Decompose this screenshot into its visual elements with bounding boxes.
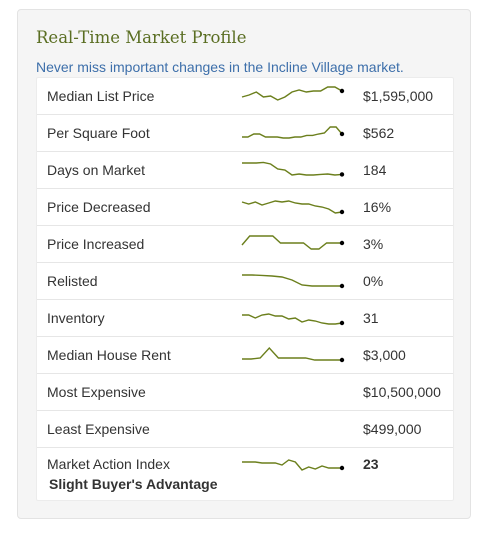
stat-row-median-list-price: Median List Price $1,595,000 bbox=[37, 78, 453, 115]
sparkline-endpoint bbox=[339, 357, 345, 363]
stat-label: Most Expensive bbox=[47, 384, 146, 400]
stat-value: $562 bbox=[363, 125, 395, 141]
sparkline-endpoint bbox=[339, 283, 345, 289]
stat-value: 184 bbox=[363, 162, 387, 178]
stat-label: Price Decreased bbox=[47, 199, 151, 215]
stat-value: 0% bbox=[363, 273, 384, 289]
sparkline-path bbox=[242, 459, 342, 471]
sparkline-endpoint bbox=[339, 172, 345, 177]
market-action-sublabel: Slight Buyer's Advantage bbox=[49, 476, 218, 492]
stat-row-per-square-foot: Per Square Foot $562 bbox=[37, 115, 453, 152]
stat-label: Per Square Foot bbox=[47, 125, 150, 141]
sparkline bbox=[242, 459, 345, 471]
sparkline-endpoint bbox=[339, 209, 345, 215]
sparkline bbox=[242, 274, 345, 289]
sparkline-endpoint bbox=[339, 465, 345, 471]
sparkline-path bbox=[242, 313, 343, 325]
stat-value: 31 bbox=[363, 310, 379, 326]
stat-value: 23 bbox=[363, 456, 379, 472]
stat-row-price-increased: Price Increased 3% bbox=[37, 226, 453, 263]
market-profile-widget: Real-Time Market Profile Never miss impo… bbox=[17, 9, 471, 519]
widget-title: Real-Time Market Profile bbox=[36, 28, 247, 47]
sparkline bbox=[242, 346, 345, 363]
stat-row-least-expensive: Least Expensive $499,000 bbox=[37, 411, 453, 448]
stat-label: Median House Rent bbox=[47, 347, 171, 363]
stat-value: $3,000 bbox=[363, 347, 406, 363]
sparkline-path bbox=[241, 200, 343, 214]
sparkline-endpoint bbox=[339, 131, 345, 137]
stat-label: Days on Market bbox=[47, 162, 146, 178]
stat-row-most-expensive: Most Expensive $10,500,000 bbox=[37, 374, 453, 411]
sparkline bbox=[242, 126, 345, 139]
stat-label: Least Expensive bbox=[47, 421, 150, 437]
stat-label: Inventory bbox=[47, 310, 105, 326]
stat-row-market-action-index: Market Action Index 23 Slight Buyer's Ad… bbox=[37, 448, 453, 500]
sparkline bbox=[241, 200, 345, 215]
sparkline-path bbox=[241, 235, 342, 250]
stat-row-days-on-market: Days on Market 184 bbox=[37, 152, 453, 189]
sparkline-path bbox=[242, 161, 343, 176]
sparkline bbox=[242, 313, 345, 326]
stat-row-inventory: Inventory 31 bbox=[37, 300, 453, 337]
stat-value: 3% bbox=[363, 236, 384, 252]
sparkline-endpoint bbox=[339, 240, 345, 246]
stat-row-relisted: Relisted 0% bbox=[37, 263, 453, 300]
sparkline bbox=[241, 86, 345, 101]
stat-value: $1,595,000 bbox=[363, 88, 434, 104]
sparkline-endpoint bbox=[339, 320, 345, 326]
market-stats-table: Median List Price $1,595,000 Per Square … bbox=[36, 77, 454, 501]
stat-row-median-house-rent: Median House Rent $3,000 bbox=[37, 337, 453, 374]
widget-subtitle: Never miss important changes in the Incl… bbox=[36, 59, 404, 75]
sparkline bbox=[241, 235, 345, 250]
stat-label: Median List Price bbox=[47, 88, 155, 104]
sparkline bbox=[242, 161, 345, 177]
sparkline-path bbox=[241, 86, 343, 101]
stat-value: $10,500,000 bbox=[363, 384, 441, 400]
sparkline-endpoint bbox=[339, 88, 345, 94]
stat-value: $499,000 bbox=[363, 421, 422, 437]
sparkline-path bbox=[242, 274, 342, 287]
stat-label: Market Action Index bbox=[47, 456, 170, 472]
stat-label: Price Increased bbox=[47, 236, 145, 252]
sparkline-path bbox=[242, 346, 342, 361]
sparkline-path bbox=[242, 126, 343, 139]
stat-value: 16% bbox=[363, 199, 392, 215]
stat-row-price-decreased: Price Decreased 16% bbox=[37, 189, 453, 226]
stat-label: Relisted bbox=[47, 273, 98, 289]
